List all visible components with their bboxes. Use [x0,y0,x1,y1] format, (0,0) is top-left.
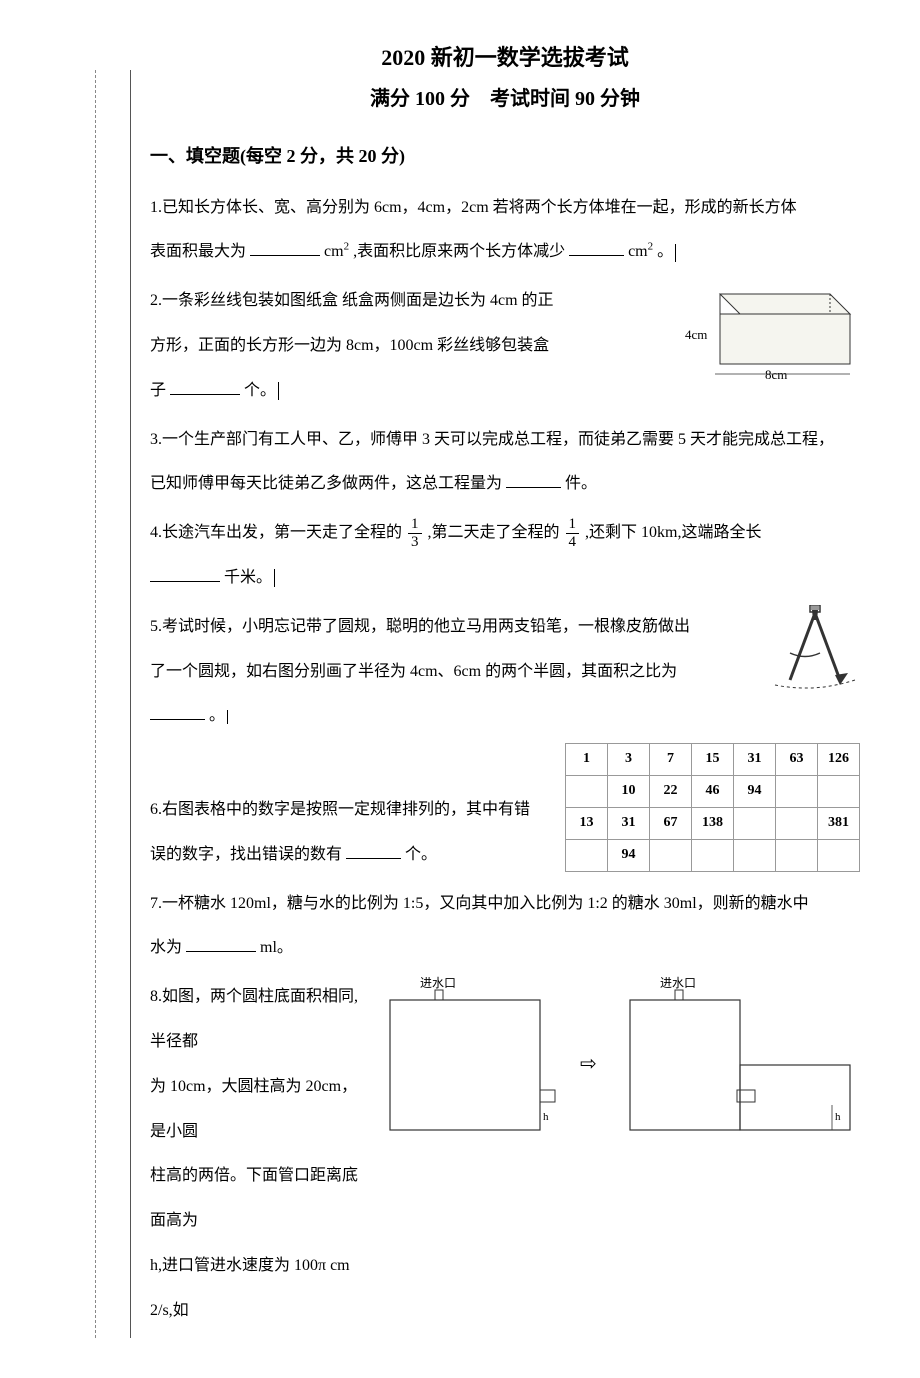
table-cell: 3 [608,744,650,776]
table-cell [734,840,776,872]
q8-text-c: 柱高的两倍。下面管口距离底面高为 [150,1167,358,1229]
question-3: 3.一个生产部门有工人甲、乙，师傅甲 3 天可以完成总工程，而徒弟乙需要 5 天… [150,418,860,508]
q2-text-b: 方形，正面的长方形一边为 8cm，100cm 彩丝线够包装盒 [150,337,549,354]
table-cell [818,840,860,872]
q2-label-w: 8cm [765,367,787,382]
page-content: 2020 新初一数学选拔考试 满分 100 分 考试时间 90 分钟 一、填空题… [150,40,860,1334]
question-5: 5.考试时候，小明忘记带了圆规，聪明的他立马用两支铅笔，一根橡皮筋做出 了一个圆… [150,605,860,739]
table-cell: 381 [818,808,860,840]
question-2: 2.一条彩丝线包装如图纸盒 纸盒两侧面是边长为 4cm 的正 方形，正面的长方形… [150,279,860,413]
table-cell: 67 [650,808,692,840]
q8-text-d: h,进口管进水速度为 100π cm 2/s,如 [150,1257,350,1319]
q8-text-a: 8.如图，两个圆柱底面积相同,半径都 [150,988,358,1050]
table-cell: 94 [734,776,776,808]
q2-blank [170,379,240,395]
q4-frac-1: 13 [408,516,422,550]
table-cell: 31 [734,744,776,776]
compass-diagram [770,605,860,700]
q3-text-b: 已知师傅甲每天比徒弟乙多做两件，这总工程量为 [150,475,502,492]
q5-text-a: 5.考试时候，小明忘记带了圆规，聪明的他立马用两支铅笔，一根橡皮筋做出 [150,618,690,635]
q8-h-label-1: h [543,1111,549,1123]
q4-text-b: ,第二天走了全程的 [428,524,560,541]
cylinders-diagram: 进水口 h ⇨ 进水口 h [380,975,860,1145]
table-cell: 126 [818,744,860,776]
q8-inlet-label-1: 进水口 [420,976,456,990]
q8-figure: 进水口 h ⇨ 进水口 h [380,975,860,1145]
q8-inlet-label-2: 进水口 [660,976,696,990]
table-cell [566,776,608,808]
box-diagram: 4cm 8cm [660,279,860,389]
q1-unit-2: cm [628,243,648,260]
table-cell [776,808,818,840]
q6-number-table: 1371531631261022469413316713838194 [565,743,860,872]
table-cell: 10 [608,776,650,808]
table-cell [566,840,608,872]
q3-text-c: 件。 [565,475,597,492]
q7-text-a: 7.一杯糖水 120ml，糖与水的比例为 1:5，又向其中加入比例为 1:2 的… [150,895,809,912]
q1-text-a: 1.已知长方体长、宽、高分别为 6cm，4cm，2cm 若将两个长方体堆在一起，… [150,199,797,216]
q4-blank [150,566,220,582]
q5-blank [150,704,205,720]
q1-blank-1 [250,240,320,256]
q1-text-c: ,表面积比原来两个长方体减少 [353,243,565,260]
question-7: 7.一杯糖水 120ml，糖与水的比例为 1:5，又向其中加入比例为 1:2 的… [150,882,860,972]
q4-text-c: ,还剩下 10km,这端路全长 [585,524,761,541]
q6-text-a: 6.右图表格中的数字是按照一定规律排列的，其中有错 [150,801,530,818]
q1-blank-2 [569,240,624,256]
q8-h-label-2: h [835,1111,841,1123]
q2-figure: 4cm 8cm [660,279,860,389]
q1-text-b: 表面积最大为 [150,243,246,260]
table-cell [692,840,734,872]
q2-text-c: 子 [150,382,166,399]
question-4: 4.长途汽车出发，第一天走了全程的 13 ,第二天走了全程的 14 ,还剩下 1… [150,511,860,601]
section-1-header: 一、填空题(每空 2 分，共 20 分) [150,131,860,181]
table-cell [776,776,818,808]
q7-text-c: ml。 [260,939,293,956]
table-cell [776,840,818,872]
q1-unit-1: cm [324,243,344,260]
table-cell: 22 [650,776,692,808]
q4-text-d: 千米。 [224,569,272,586]
question-1: 1.已知长方体长、宽、高分别为 6cm，4cm，2cm 若将两个长方体堆在一起，… [150,186,860,276]
table-cell [734,808,776,840]
q5-text-b: 了一个圆规，如右图分别画了半径为 4cm、6cm 的两个半圆，其面积之比为 [150,663,677,680]
table-cell: 138 [692,808,734,840]
q6-blank [346,843,401,859]
q2-label-h: 4cm [685,327,707,342]
q5-text-c: 。 [209,707,225,724]
table-cell: 63 [776,744,818,776]
q8-text-b: 为 10cm，大圆柱高为 20cm，是小圆 [150,1078,357,1140]
table-cell: 94 [608,840,650,872]
q1-text-d: 。 [657,243,673,260]
q3-text-a: 3.一个生产部门有工人甲、乙，师傅甲 3 天可以完成总工程，而徒弟乙需要 5 天… [150,431,834,448]
q4-text-a: 4.长途汽车出发，第一天走了全程的 [150,524,402,541]
exam-subtitle: 满分 100 分 考试时间 90 分钟 [150,83,860,115]
table-cell: 7 [650,744,692,776]
q7-blank [186,936,256,952]
table-cell: 46 [692,776,734,808]
q4-frac-2: 14 [566,516,580,550]
question-6: 6.右图表格中的数字是按照一定规律排列的，其中有错 误的数字，找出错误的数有 个… [150,743,860,877]
table-cell: 13 [566,808,608,840]
q5-figure [770,605,860,700]
table-cell: 1 [566,744,608,776]
table-cell: 31 [608,808,650,840]
table-cell [818,776,860,808]
table-cell [650,840,692,872]
q3-blank [506,472,561,488]
q6-text-b: 误的数字，找出错误的数有 [150,846,342,863]
q6-text-c: 个。 [405,846,437,863]
q2-text-a: 2.一条彩丝线包装如图纸盒 纸盒两侧面是边长为 4cm 的正 [150,292,554,309]
q7-text-b: 水为 [150,939,182,956]
q2-text-d: 个。 [244,382,276,399]
table-cell: 15 [692,744,734,776]
exam-title: 2020 新初一数学选拔考试 [150,40,860,75]
question-8: 8.如图，两个圆柱底面积相同,半径都 为 10cm，大圆柱高为 20cm，是小圆… [150,975,860,1333]
q8-arrow: ⇨ [580,1053,597,1075]
